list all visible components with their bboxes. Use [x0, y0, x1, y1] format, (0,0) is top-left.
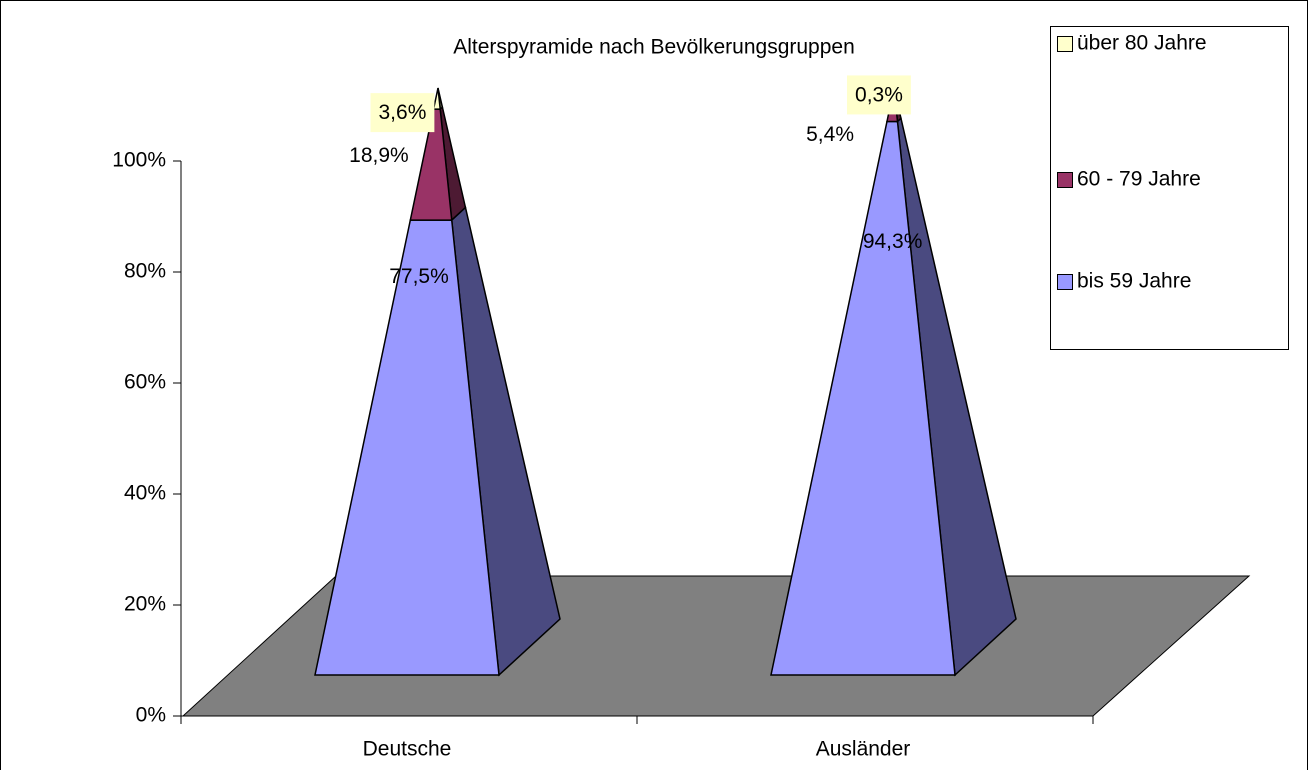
value-label: 5,4% [806, 123, 854, 146]
x-tick-label: Ausländer [816, 738, 911, 761]
value-label-bg [847, 75, 911, 115]
legend-label: 60 - 79 Jahre [1077, 168, 1201, 191]
legend-swatch [1057, 36, 1073, 52]
value-label-bg [370, 93, 435, 133]
y-tick-label: 100% [112, 149, 166, 172]
legend-swatch [1057, 274, 1073, 290]
value-label: 77,5% [389, 265, 449, 288]
pyramid-front [432, 87, 442, 110]
y-tick-label: 0% [136, 704, 166, 727]
y-tick-label: 60% [124, 371, 166, 394]
legend-label: bis 59 Jahre [1077, 270, 1191, 293]
value-label: 18,9% [349, 144, 409, 167]
y-tick-label: 40% [124, 482, 166, 505]
y-tick-label: 80% [124, 260, 166, 283]
y-tick-label: 20% [124, 593, 166, 616]
x-tick-label: Deutsche [363, 738, 452, 761]
legend-label: über 80 Jahre [1077, 32, 1207, 55]
value-label: 3,6% [379, 101, 427, 124]
legend-swatch [1057, 172, 1073, 188]
chart-title: Alterspyramide nach Bevölkerungsgruppen [453, 36, 855, 59]
value-label: 94,3% [863, 230, 923, 253]
value-label: 0,3% [855, 83, 903, 106]
legend-box [1050, 26, 1289, 350]
